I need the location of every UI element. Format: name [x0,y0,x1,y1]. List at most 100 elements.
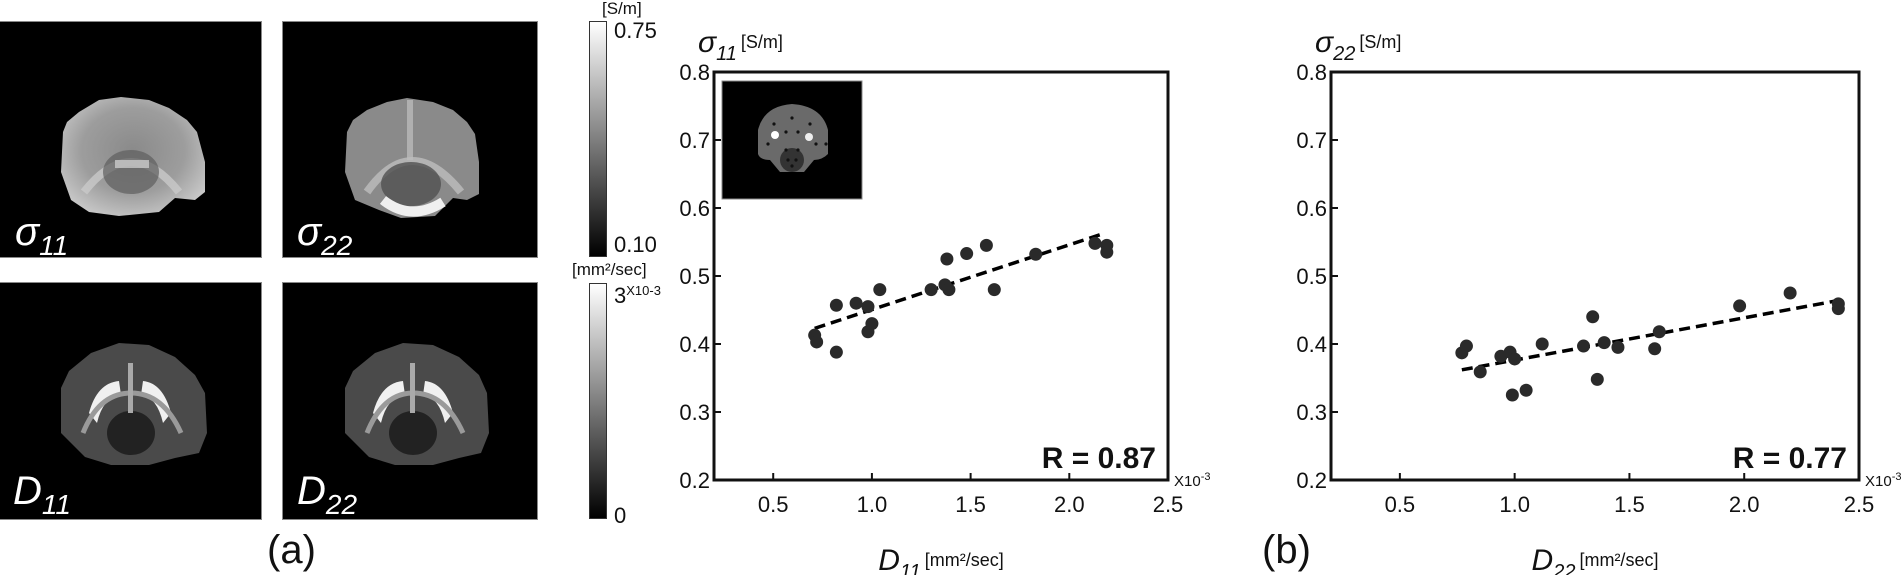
data-point [1586,310,1600,324]
data-point [873,283,887,297]
data-point [1505,388,1519,402]
inset-roi-dot [784,130,788,134]
colorbar-min: 0 [614,503,627,528]
x-label-symbol: D [878,544,900,575]
inset-roi-dot [772,122,776,126]
chart-2: 0.2 0.3 0.4 0.5 0.6 0.7 0.8 0.5 1.0 1.5 2.0 2.5 X10-… [1296,26,1901,575]
map-label: D11 [13,469,71,520]
x-tick-label: 2.0 [1729,492,1760,517]
data-point [810,335,824,349]
data-point [1733,299,1747,313]
brain-slice-image [345,98,479,218]
inset-highlight [771,131,779,139]
inset-roi-dot [784,148,788,152]
data-point [829,345,843,359]
x-multiplier: X10-3 [1865,471,1901,490]
colorbar-max: 3X10-3 [614,283,661,308]
x-tick-label: 2.0 [1054,492,1085,517]
map-label: σ22 [297,210,353,258]
data-point [1508,352,1522,366]
brain-slice-image [61,97,205,216]
brain-slice-image [345,343,489,465]
data-point [1088,236,1102,250]
x-tick-label: 2.5 [1844,492,1875,517]
x-tick-label: 0.5 [1385,492,1416,517]
inset-roi-dot [766,142,770,146]
y-tick-label: 0.2 [679,468,710,493]
x-tick-label: 2.5 [1153,492,1184,517]
data-point [1783,286,1797,300]
y-tick-label: 0.3 [1296,400,1327,425]
map-label: σ11 [15,210,69,258]
data-point [940,252,954,266]
y-label-unit: [S/m] [741,32,783,52]
inset-brain-image [721,80,863,200]
conductivity-colorbar [589,21,607,257]
inset-brain [758,104,828,172]
x-axis-label: D11 [mm²/sec] [878,544,1003,575]
y-tick-label: 0.6 [1296,196,1327,221]
data-point [960,247,974,261]
y-label-unit: [S/m] [1359,32,1401,52]
plot-frame [1329,70,1861,482]
colorbar-min: 0.10 [614,232,657,257]
data-point [1611,340,1625,354]
data-point [1590,372,1604,386]
inset-roi-dot [796,148,800,152]
y-label-subscript: 22 [1332,43,1355,65]
x-multiplier-exp: -3 [1892,471,1902,483]
y-label-subscript: 11 [716,43,737,65]
d22-map: D22 [282,282,538,520]
data-point [1831,302,1845,316]
colorbar-max: 0.75 [614,18,657,43]
inset-roi-dot [790,164,794,168]
data-point [849,296,863,310]
data-point [1459,339,1473,353]
d11-map: D11 [0,282,262,520]
x-tick-label: 1.5 [1614,492,1645,517]
y-tick-label: 0.5 [1296,264,1327,289]
inset-roi-dot [824,142,828,146]
correlation-annotation: R = 0.87 [1042,442,1156,475]
x-axis-label: D22 [mm²/sec] [1532,544,1659,575]
x-label-subscript: 22 [1552,561,1575,575]
data-point [1577,339,1591,353]
y-tick-label: 0.6 [679,196,710,221]
map-label: D22 [297,469,358,520]
correlation-annotation: R = 0.77 [1733,442,1847,475]
y-tick-label: 0.8 [1296,60,1327,85]
x-tick-label: 0.5 [758,492,789,517]
y-tick-label: 0.2 [1296,468,1327,493]
data-point [987,283,1001,297]
data-point [1652,325,1666,339]
x-multiplier-exp: -3 [1201,471,1211,483]
chart-1: 0.2 0.3 0.4 0.5 0.6 0.7 0.8 0.5 1.0 1.5 2.0 2.5 X10-… [679,26,1210,575]
x-label-unit: [mm²/sec] [1579,550,1658,570]
y-tick-label: 0.5 [679,264,710,289]
inset-roi-dot [796,130,800,134]
colorbar-unit: [S/m] [602,0,642,18]
x-tick-label: 1.0 [1499,492,1530,517]
colorbar-unit: [mm²/sec] [572,260,647,279]
panel-a-label: (a) [267,528,316,572]
data-point [1029,247,1043,261]
brain-slice-image [61,343,207,465]
data-point [1648,342,1662,356]
x-tick-label: 1.0 [857,492,888,517]
y-axis-label: σ11[S/m] [698,26,783,65]
y-tick-label: 0.3 [679,400,710,425]
data-point [1100,245,1114,259]
panel-b-label: (b) [1262,528,1311,572]
y-tick-label: 0.8 [679,60,710,85]
x-label-symbol: D [1532,544,1554,575]
data-point [942,283,956,297]
regression-line [814,231,1106,331]
inset-roi-dot [794,158,798,162]
x-multiplier: X10-3 [1174,471,1210,490]
data-point [979,238,993,252]
regression-line [1461,298,1839,372]
data-point [1519,383,1533,397]
y-axis-label: σ22[S/m] [1315,26,1401,65]
y-label-symbol: σ [1315,26,1335,59]
